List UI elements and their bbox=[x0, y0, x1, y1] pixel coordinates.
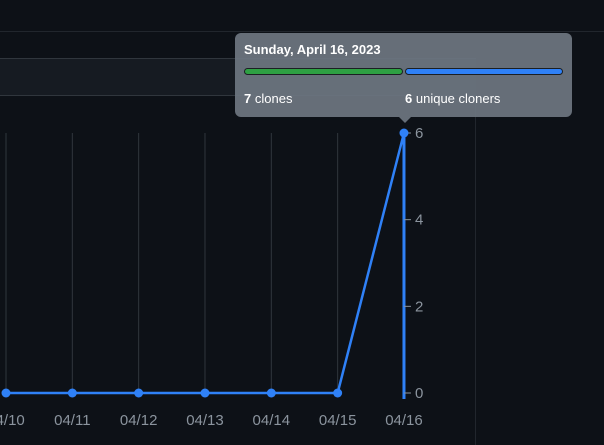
data-point-04/14 bbox=[266, 388, 276, 398]
tooltip-clones-bar bbox=[244, 68, 403, 75]
data-point-04/10 bbox=[1, 388, 11, 398]
x-tick-label-04/12: 04/12 bbox=[120, 412, 158, 429]
tooltip-clones-label: clones bbox=[254, 91, 293, 106]
data-point-04/11 bbox=[67, 388, 77, 398]
data-point-04/13 bbox=[200, 388, 210, 398]
y-tick-label-0: 0 bbox=[415, 385, 423, 402]
tooltip-uniques-label: unique cloners bbox=[415, 91, 501, 106]
gridlines bbox=[5, 133, 339, 393]
x-tick-label-04/11: 04/11 bbox=[54, 412, 90, 429]
x-tick-label-04/15: 04/15 bbox=[319, 412, 357, 429]
y-axis: 0 2 4 6 bbox=[402, 125, 423, 402]
divider-right bbox=[475, 96, 476, 445]
tooltip-arrow bbox=[399, 117, 411, 123]
y-tick-label-4: 4 bbox=[415, 212, 423, 229]
y-tick-label-2: 2 bbox=[415, 298, 423, 315]
tooltip-uniques-value: 6 bbox=[405, 91, 413, 106]
tooltip-date: Sunday, April 16, 2023 bbox=[244, 42, 381, 57]
tooltip-uniques-bar bbox=[405, 68, 563, 75]
x-tick-label-04/13: 04/13 bbox=[186, 412, 224, 429]
x-axis: 04/10 04/11 04/12 04/13 04/14 04/15 04/16 bbox=[0, 412, 423, 429]
series-unique-cloners bbox=[1, 128, 409, 398]
data-point-04/12 bbox=[134, 388, 144, 398]
tooltip-uniques-stat: 6 unique cloners bbox=[405, 91, 500, 106]
x-tick-label-04/16: 04/16 bbox=[385, 412, 423, 429]
chart-tooltip: Sunday, April 16, 2023 7 clones 6 unique… bbox=[235, 33, 572, 123]
data-point-04/16 bbox=[399, 128, 409, 138]
tooltip-clones-value: 7 bbox=[244, 91, 252, 106]
y-tick-label-6: 6 bbox=[415, 125, 423, 142]
divider-top bbox=[0, 31, 604, 32]
x-tick-label-04/10: 04/10 bbox=[0, 412, 25, 429]
x-tick-label-04/14: 04/14 bbox=[253, 412, 291, 429]
tooltip-clones-stat: 7 clones bbox=[244, 91, 292, 106]
data-point-04/15 bbox=[333, 388, 343, 398]
